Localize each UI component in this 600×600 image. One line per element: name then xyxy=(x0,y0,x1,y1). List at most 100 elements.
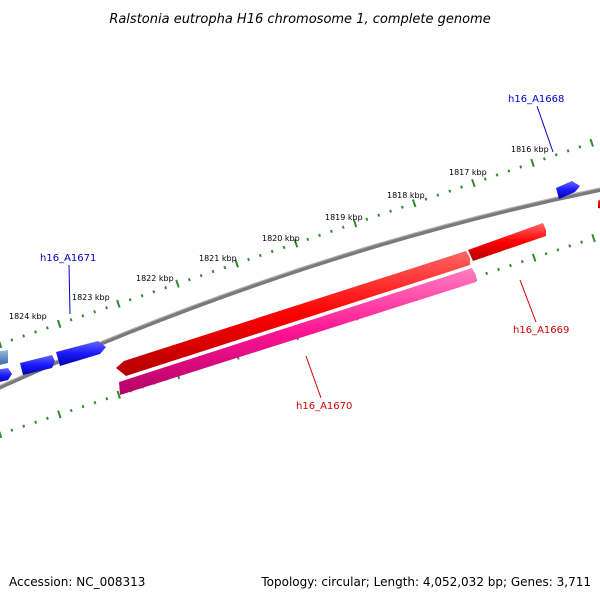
ruler-upper-major-tick xyxy=(471,178,476,188)
ruler-upper-minor-tick xyxy=(69,318,73,322)
ruler-lower-major-tick xyxy=(531,253,537,262)
ruler-label-1824: 1824 kbp xyxy=(9,312,47,321)
ruler-lower-minor-tick xyxy=(544,252,548,256)
ruler-upper-minor-tick xyxy=(448,189,452,193)
ruler-upper-major-tick xyxy=(530,158,535,168)
ruler-lower-minor-tick xyxy=(568,244,572,248)
ruler-upper-minor-tick xyxy=(436,193,440,197)
ruler-upper-minor-tick xyxy=(105,306,108,310)
gene-label-h16_A1668[interactable]: h16_A1668 xyxy=(508,94,564,105)
ruler-upper-minor-tick xyxy=(341,225,345,229)
gene-arrow-blue-2[interactable] xyxy=(56,341,106,366)
ruler-label-1820: 1820 kbp xyxy=(262,234,300,243)
ruler-upper-minor-tick xyxy=(199,273,203,278)
ruler-upper-major-tick xyxy=(175,279,180,288)
gene-label-h16_A1671[interactable]: h16_A1671 xyxy=(40,253,96,264)
ruler-upper-minor-tick xyxy=(10,338,14,342)
ruler-label-1819: 1819 kbp xyxy=(325,213,363,222)
ruler-upper-minor-tick xyxy=(140,294,144,298)
ruler-upper-minor-tick xyxy=(400,205,404,209)
ruler-upper-minor-tick xyxy=(318,233,321,238)
ruler-upper-minor-tick xyxy=(164,285,168,290)
map-title: Ralstonia eutropha H16 chromosome 1, com… xyxy=(109,12,490,27)
ruler-upper-minor-tick xyxy=(211,269,215,274)
ruler-upper-major-tick xyxy=(352,219,358,228)
chromosome-backbone-highlight xyxy=(0,187,600,387)
ruler-upper-minor-tick xyxy=(93,310,97,314)
ruler-upper-minor-tick xyxy=(507,169,511,173)
ruler-upper-minor-tick xyxy=(22,334,26,338)
ruler-upper-major-tick xyxy=(293,239,299,248)
ruler-upper-minor-tick xyxy=(566,149,570,153)
ruler-upper-major-tick xyxy=(589,138,594,147)
ruler-lower-minor-tick xyxy=(580,240,584,244)
ruler-lower-minor-tick xyxy=(10,428,14,432)
ruler-lower-minor-tick xyxy=(34,420,37,424)
ruler-upper-minor-tick xyxy=(152,290,156,294)
ruler-lower-minor-tick xyxy=(485,271,489,276)
ruler-upper-minor-tick xyxy=(424,197,428,201)
ruler-upper-minor-tick xyxy=(81,314,85,318)
gene-fragment-left-steel[interactable] xyxy=(0,350,8,366)
gene-arrow-h16_A1669[interactable] xyxy=(468,223,546,261)
ruler-label-1822: 1822 kbp xyxy=(136,274,174,283)
ruler-upper-minor-tick xyxy=(483,177,487,181)
ruler-upper-minor-tick xyxy=(187,277,191,282)
ruler-upper-track xyxy=(0,138,594,349)
gene-arrow-h16_A1668[interactable] xyxy=(556,181,580,199)
ruler-upper-minor-tick xyxy=(329,229,333,234)
ruler-upper-minor-tick xyxy=(306,237,310,242)
ruler-upper-minor-tick xyxy=(519,165,523,169)
gene-label-h16_A1669[interactable]: h16_A1669 xyxy=(513,325,569,336)
accession-text: Accession: NC_008313 xyxy=(9,575,145,589)
ruler-upper-minor-tick xyxy=(45,326,49,330)
ruler-upper-minor-tick xyxy=(282,245,286,250)
leader-line-h16_A1671 xyxy=(68,264,71,315)
ruler-upper-major-tick xyxy=(56,319,62,329)
topology-text: Topology: circular; Length: 4,052,032 bp… xyxy=(260,575,591,589)
ruler-lower-minor-tick xyxy=(81,404,85,409)
ruler-label-1821: 1821 kbp xyxy=(199,254,237,263)
ruler-lower-minor-tick xyxy=(105,397,109,401)
ruler-upper-minor-tick xyxy=(223,265,227,270)
ruler-upper-minor-tick xyxy=(34,330,37,334)
chromosome-backbone xyxy=(0,188,600,390)
ruler-upper-major-tick xyxy=(234,259,239,268)
ruler-upper-minor-tick xyxy=(542,157,546,161)
ruler-lower-major-tick xyxy=(116,390,121,399)
leader-line-h16_A1668 xyxy=(536,105,554,153)
ruler-lower-minor-tick xyxy=(46,416,49,421)
ruler-lower-minor-tick xyxy=(497,267,500,272)
gene-label-h16_A1670[interactable]: h16_A1670 xyxy=(296,401,352,412)
ruler-upper-minor-tick xyxy=(578,145,582,149)
ruler-label-1818: 1818 kbp xyxy=(387,191,425,200)
ruler-lower-minor-tick xyxy=(509,263,512,268)
ruler-lower-minor-tick xyxy=(22,424,26,428)
ruler-upper-minor-tick xyxy=(554,153,558,157)
ruler-lower-minor-tick xyxy=(69,408,73,413)
ruler-upper-minor-tick xyxy=(128,298,132,302)
ruler-upper-minor-tick xyxy=(258,253,262,258)
ruler-label-1817: 1817 kbp xyxy=(449,168,487,177)
ruler-upper-major-tick xyxy=(116,299,121,308)
ruler-lower-minor-tick xyxy=(520,260,524,264)
leader-line-h16_A1669 xyxy=(519,279,537,323)
gene-arrow-h16_A1670[interactable] xyxy=(119,268,476,395)
leader-line-h16_A1670 xyxy=(305,355,322,399)
ruler-label-1823: 1823 kbp xyxy=(72,293,110,302)
ruler-label-1816: 1816 kbp xyxy=(511,145,549,154)
ruler-lower-minor-tick xyxy=(556,248,560,252)
ruler-upper-minor-tick xyxy=(460,185,463,189)
ruler-upper-minor-tick xyxy=(495,173,499,177)
ruler-upper-minor-tick xyxy=(389,209,392,213)
ruler-lower-minor-tick xyxy=(93,400,97,405)
gene-fragment-left-blue[interactable] xyxy=(0,368,12,383)
ruler-upper-minor-tick xyxy=(377,213,381,217)
gene-arrow-h16_A1670-red[interactable] xyxy=(116,251,470,376)
gene-arrow-blue-1[interactable] xyxy=(20,355,55,375)
ruler-upper-major-tick xyxy=(0,340,3,349)
ruler-upper-minor-tick xyxy=(365,217,369,221)
ruler-lower-major-tick xyxy=(591,233,596,243)
ruler-lower-major-tick xyxy=(57,410,62,419)
